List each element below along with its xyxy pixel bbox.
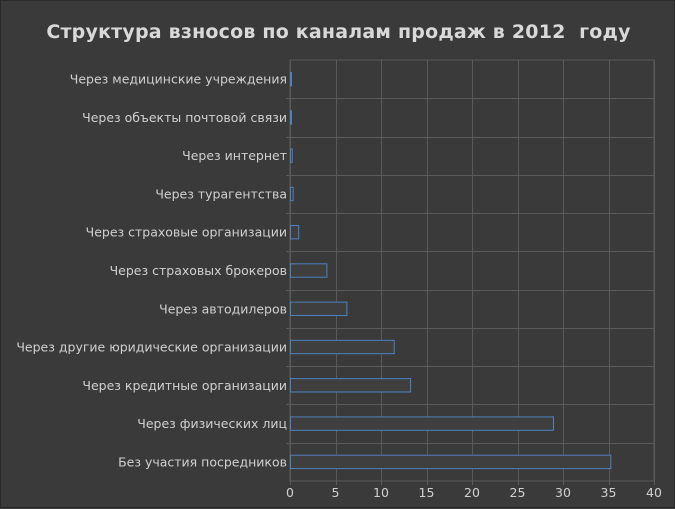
x-tick-label: 10: [373, 485, 389, 500]
category-label: Через объекты почтовой связи: [82, 110, 287, 125]
category-label: Через автодилеров: [159, 301, 287, 316]
x-tick-label: 5: [332, 485, 340, 500]
category-label: Без участия посредников: [118, 454, 287, 469]
bar: [290, 416, 554, 431]
x-tick-label: 25: [510, 485, 526, 500]
x-tick-label: 20: [464, 485, 480, 500]
category-label: Через страховые организации: [86, 225, 287, 240]
x-tick-label: 40: [646, 485, 662, 500]
bar: [290, 378, 412, 393]
chart-title: Структура взносов по каналам продаж в 20…: [46, 21, 631, 43]
category-label: Через страховых брокеров: [110, 263, 287, 278]
bar: [290, 454, 612, 470]
x-tick-label: 0: [286, 485, 294, 500]
category-label: Через физических лиц: [137, 416, 287, 431]
category-label: Через другие юридические организации: [16, 340, 287, 355]
bar: [290, 301, 348, 317]
x-tick-label: 30: [555, 485, 571, 500]
x-tick-label: 15: [419, 485, 435, 500]
bar: [290, 339, 395, 355]
bar: [290, 71, 292, 87]
bar: [290, 186, 294, 202]
category-label: Через медицинские учреждения: [70, 72, 287, 87]
x-tick-label: 35: [601, 485, 617, 500]
bar: [290, 148, 293, 163]
category-label: Через интернет: [182, 148, 287, 163]
category-label: Через турагентства: [155, 186, 287, 201]
bar: [290, 263, 328, 278]
bar: [290, 110, 292, 125]
bar: [290, 225, 300, 240]
category-label: Через кредитные организации: [82, 378, 287, 393]
